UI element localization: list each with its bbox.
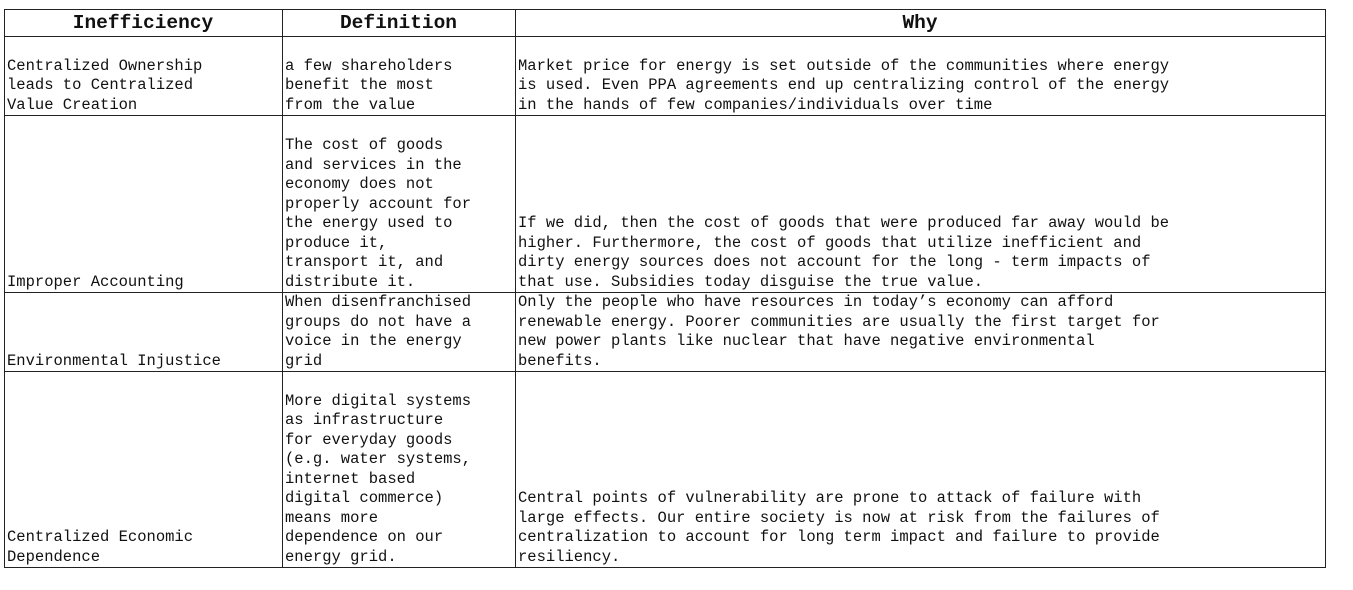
cell-inefficiency: Improper Accounting (4, 115, 283, 293)
cell-why: Only the people who have resources in to… (515, 292, 1326, 372)
table-row: Environmental Injustice When disenfranch… (4, 292, 1326, 372)
cell-why: If we did, then the cost of goods that w… (515, 115, 1326, 293)
cell-definition: More digital systems as infrastructure f… (282, 371, 516, 568)
cell-why: Market price for energy is set outside o… (515, 36, 1326, 116)
cell-inefficiency: Centralized Economic Dependence (4, 371, 283, 568)
cell-inefficiency: Centralized Ownership leads to Centraliz… (4, 36, 283, 116)
table-row: Centralized Ownership leads to Centraliz… (4, 36, 1326, 116)
table-header-row: Inefficiency Definition Why (4, 9, 1326, 37)
header-definition: Definition (282, 9, 516, 37)
inefficiency-table: Inefficiency Definition Why Centralized … (4, 9, 1326, 568)
table-row: Centralized Economic Dependence More dig… (4, 371, 1326, 568)
cell-inefficiency: Environmental Injustice (4, 292, 283, 372)
cell-definition: When disenfranchised groups do not have … (282, 292, 516, 372)
table-row: Improper Accounting The cost of goods an… (4, 115, 1326, 293)
header-inefficiency: Inefficiency (4, 9, 283, 37)
header-why: Why (515, 9, 1326, 37)
cell-definition: a few shareholders benefit the most from… (282, 36, 516, 116)
cell-why: Central points of vulnerability are pron… (515, 371, 1326, 568)
cell-definition: The cost of goods and services in the ec… (282, 115, 516, 293)
